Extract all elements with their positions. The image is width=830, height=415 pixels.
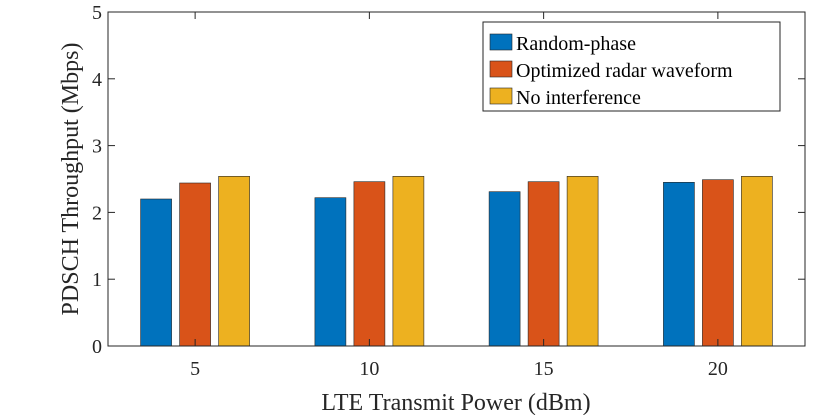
legend-swatch-random-phase [489,33,513,51]
bar-optimized-radar-waveform-20 [702,179,734,347]
bar-optimized-radar-waveform-10 [353,181,386,347]
bar-random-phase-15 [488,191,521,347]
y-tick-label: 3 [92,136,102,158]
legend: Random-phase Optimized radar waveform No… [482,21,781,112]
legend-label-optimized-radar-waveform: Optimized radar waveform [516,60,733,82]
y-axis: 0 1 2 3 4 5 [92,2,805,358]
bar-random-phase-5 [140,198,172,347]
bar-no-interference-15 [566,176,599,347]
y-tick-label: 2 [92,202,102,224]
x-tick-label: 5 [190,358,200,380]
bar-random-phase-20 [663,182,695,347]
y-tick-label: 5 [92,2,102,24]
legend-label-random-phase: Random-phase [516,33,636,55]
bar-no-interference-5 [218,176,250,347]
legend-swatch-no-interference [489,87,513,105]
x-axis-title: LTE Transmit Power (dBm) [321,390,590,415]
x-tick-label: 10 [359,358,379,380]
legend-swatch-optimized-radar-waveform [489,60,513,78]
bar-no-interference-20 [741,176,773,347]
bar-optimized-radar-waveform-5 [179,182,211,347]
bar-no-interference-10 [392,176,425,347]
x-tick-label: 15 [534,358,554,380]
y-tick-label: 1 [92,269,102,291]
y-tick-label: 4 [92,69,102,91]
bars-group [140,176,773,347]
legend-box [482,21,781,112]
y-tick-label: 0 [92,336,102,358]
legend-label-no-interference: No interference [516,87,641,109]
bar-optimized-radar-waveform-15 [527,181,560,347]
x-tick-label: 20 [708,358,728,380]
x-axis: 5 10 15 20 [190,12,728,380]
bar-random-phase-10 [314,197,347,347]
y-axis-title: PDSCH Throughput (Mbps) [58,43,84,316]
plot-area-frame [107,11,806,347]
